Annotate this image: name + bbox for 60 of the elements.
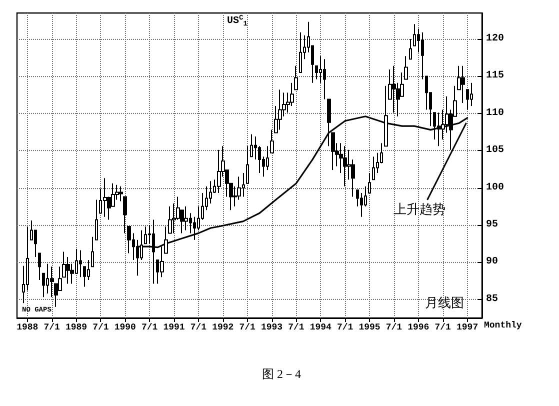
candlestick [168, 206, 172, 234]
candlestick [421, 32, 424, 80]
candlestick [38, 252, 41, 281]
candlestick [119, 186, 123, 202]
y-tick-label: 85 [486, 294, 498, 305]
x-tick-label: 7/1 [386, 322, 403, 332]
x-tick-label: 1993 [260, 322, 283, 332]
x-tick-label: 7/1 [434, 322, 452, 332]
x-tick-label: 1997 [456, 322, 478, 332]
x-tick-label: 1992 [212, 322, 234, 332]
y-tick-label: 100 [486, 182, 504, 194]
candlestick [392, 65, 396, 114]
y-tick-label: 110 [486, 108, 504, 119]
candlestick [368, 172, 371, 194]
candlestick [144, 226, 147, 244]
candlestick [217, 149, 221, 194]
candlestick [331, 132, 335, 170]
x-tick-label: 1990 [114, 322, 136, 332]
candlestick [270, 129, 274, 154]
candlestick [250, 134, 253, 158]
candlestick [461, 65, 465, 104]
candlestick [470, 82, 473, 106]
candlestick [95, 199, 98, 240]
candlestick [372, 156, 375, 180]
x-tick-label: 7/1 [190, 322, 208, 332]
candlestick [404, 56, 408, 80]
y-tick-label: 120 [486, 34, 504, 45]
x-tick-label: 1996 [408, 322, 430, 332]
y-tick-label: 95 [486, 220, 498, 231]
x-tick-label: 7/1 [92, 322, 110, 332]
text: Monthly [484, 320, 522, 330]
candlestick [409, 38, 412, 60]
x-tick-label: 1994 [310, 322, 332, 332]
candlestick [299, 32, 302, 74]
annotation: 上升趋势 [393, 201, 446, 216]
x-tick-label: 7/1 [239, 322, 256, 332]
x-tick-label: 1989 [65, 322, 88, 332]
candlestick [184, 206, 188, 231]
candlestick [278, 89, 282, 130]
caption: 图 2－4 [262, 367, 301, 381]
candlestick [343, 146, 347, 187]
candlestick [294, 65, 298, 90]
x-tick-label: 7/1 [141, 322, 158, 332]
x-tick-label: 1991 [163, 322, 186, 332]
candlestick [50, 266, 54, 298]
y-tick-label: 105 [486, 145, 504, 156]
x-tick-label: 7/1 [336, 322, 354, 332]
candlestick [246, 146, 249, 184]
y-tick-label: 90 [486, 256, 498, 268]
candlestick [323, 58, 326, 100]
candlestick [123, 196, 127, 234]
annotation: 月线图 [425, 295, 464, 310]
x-tick-label: 7/1 [44, 322, 61, 332]
x-tick-label: 7/1 [288, 322, 305, 332]
x-tick-label: 1995 [358, 322, 380, 332]
x-tick-label: 1988 [16, 322, 38, 332]
candlestick [79, 250, 82, 278]
candlestick [103, 178, 107, 218]
y-tick-label: 115 [486, 70, 504, 82]
candlestick [91, 236, 94, 268]
